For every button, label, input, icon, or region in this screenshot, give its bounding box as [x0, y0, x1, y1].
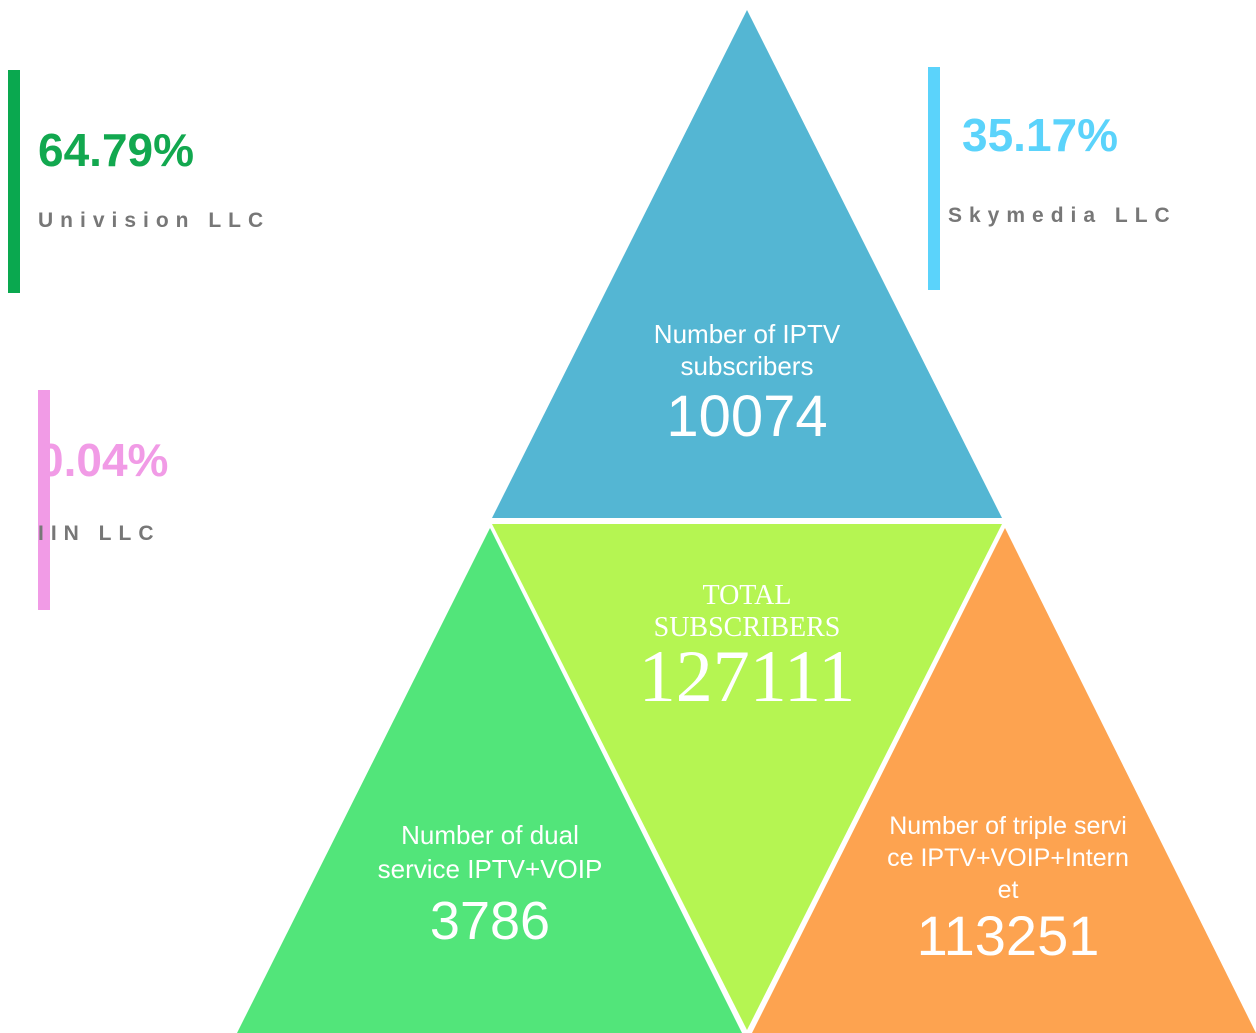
- iptv-text: Number of IPTV subscribers 10074: [607, 318, 887, 446]
- total-text: TOTAL SUBSCRIBERS 127111: [617, 580, 877, 714]
- stat-company: Univision LLC: [38, 209, 271, 232]
- skymedia-bar: [928, 67, 940, 290]
- iptv-triangle: [492, 10, 1002, 518]
- triangle-label: Number of triple service IPTV+VOIP+Inter…: [887, 812, 1129, 904]
- triangle-value: 10074: [666, 384, 828, 449]
- total-triangle: [492, 524, 1002, 1030]
- iin-bar: [38, 390, 50, 610]
- stat-percent: 35.17%: [962, 109, 1119, 161]
- triangle-value: 127111: [638, 636, 856, 718]
- dual-text: Number of dual service IPTV+VOIP 3786: [370, 818, 610, 948]
- stat-percent: 64.79%: [38, 124, 195, 176]
- triple-text: Number of triple service IPTV+VOIP+Inter…: [884, 810, 1132, 964]
- stat-company: IIN LLC: [38, 522, 161, 545]
- triangle-label: TOTAL SUBSCRIBERS: [653, 580, 841, 643]
- triple-triangle: [752, 528, 1256, 1033]
- triangle-label: Number of dual service IPTV+VOIP: [377, 820, 603, 884]
- triangle-value: 113251: [916, 904, 1100, 967]
- univision-bar: [8, 70, 20, 293]
- triangle-label: Number of IPTV subscribers: [653, 319, 841, 381]
- stat-percent: 0.04%: [38, 434, 169, 486]
- dual-triangle: [237, 528, 742, 1033]
- stat-company: Skymedia LLC: [948, 204, 1177, 227]
- triangle-value: 3786: [429, 891, 551, 951]
